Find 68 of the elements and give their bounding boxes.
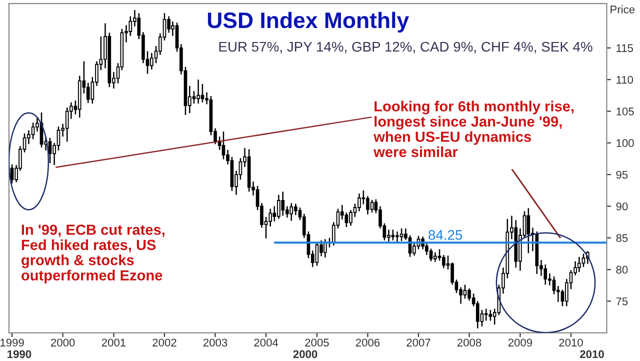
- candlestick: [552, 276, 556, 295]
- x-tick-label: 2000: [50, 338, 75, 347]
- candlestick: [86, 82, 90, 104]
- candlestick: [222, 130, 226, 160]
- chart-title: USD Index Monthly: [208, 12, 409, 33]
- y-tick-label: 85: [616, 234, 628, 242]
- text: EUR 57%, JPY 14%, GBP 12%, CAD 9%, CHF 4%, SEK 4%: [219, 42, 592, 54]
- text: 2000: [293, 350, 318, 358]
- candlestick: [438, 248, 442, 262]
- candlestick: [290, 202, 294, 222]
- candlestick: [65, 106, 69, 142]
- candlestick: [196, 78, 200, 104]
- candlestick: [544, 264, 548, 286]
- candlestick: [412, 241, 416, 256]
- candlestick: [31, 122, 35, 140]
- candlestick: [192, 90, 196, 104]
- candlestick: [268, 208, 272, 228]
- x-tick-label: 2003: [203, 338, 228, 347]
- candlestick: [434, 252, 437, 263]
- candlestick: [488, 309, 492, 322]
- y-tick-label: 80: [616, 266, 628, 274]
- candlestick: [150, 52, 154, 70]
- annotation: Looking for 6th monthly rise, longest since Jan-June '99, when US-EU dynamics were similar: [374, 100, 574, 158]
- x-tick-label: 1999: [0, 338, 24, 347]
- candlestick: [400, 228, 404, 242]
- candlestick: [391, 229, 395, 242]
- y-tick-label: 115: [616, 44, 633, 52]
- x-tick-label: 2004: [254, 338, 278, 347]
- candlestick: [323, 238, 327, 258]
- candlestick: [463, 284, 467, 300]
- y-tick-label: 75: [616, 298, 628, 306]
- x-tick-label: 2009: [508, 338, 532, 347]
- x-tick-label: 2010: [559, 338, 583, 347]
- candlestick: [48, 137, 52, 164]
- y-tick-label: 90: [616, 202, 628, 210]
- x-tick-label: 2006: [356, 338, 380, 347]
- text: 1990: [8, 350, 32, 358]
- y-tick-label: 110: [616, 76, 634, 84]
- candlestick: [315, 242, 319, 266]
- x-tick-label: 2002: [152, 338, 176, 347]
- y-axis-title: Price: [610, 5, 635, 14]
- candlestick: [358, 192, 361, 212]
- candlestick: [281, 191, 285, 216]
- candlestick: [200, 83, 204, 104]
- candlestick: [349, 209, 352, 226]
- y-tick-label: 105: [616, 108, 634, 116]
- candlestick: [10, 164, 14, 184]
- x-tick-label: 2008: [457, 338, 482, 347]
- candlestick: [578, 256, 581, 273]
- candlestick: [167, 16, 170, 34]
- text: 2010: [580, 350, 604, 358]
- y-tick-label: 95: [616, 170, 628, 179]
- candlestick: [370, 199, 374, 214]
- candlestick: [526, 207, 530, 254]
- x-tick-label: 2007: [406, 338, 430, 347]
- candlestick: [476, 300, 480, 330]
- candlestick: [56, 126, 60, 152]
- candlestick: [442, 254, 446, 269]
- x-tick-label: 2005: [305, 338, 329, 347]
- ref-line-label: 84.25: [428, 230, 462, 240]
- y-tick-label: 100: [616, 139, 634, 148]
- candlestick: [344, 212, 348, 228]
- candlestick: [484, 308, 488, 322]
- candlestick: [582, 253, 586, 268]
- x-tick-label: 2001: [102, 338, 126, 347]
- candlestick: [429, 248, 433, 262]
- annotation: In '99, ECB cut rates, Fed hiked rates, US growth & stocks outperformed Ezone: [21, 224, 164, 284]
- candlestick: [387, 229, 390, 242]
